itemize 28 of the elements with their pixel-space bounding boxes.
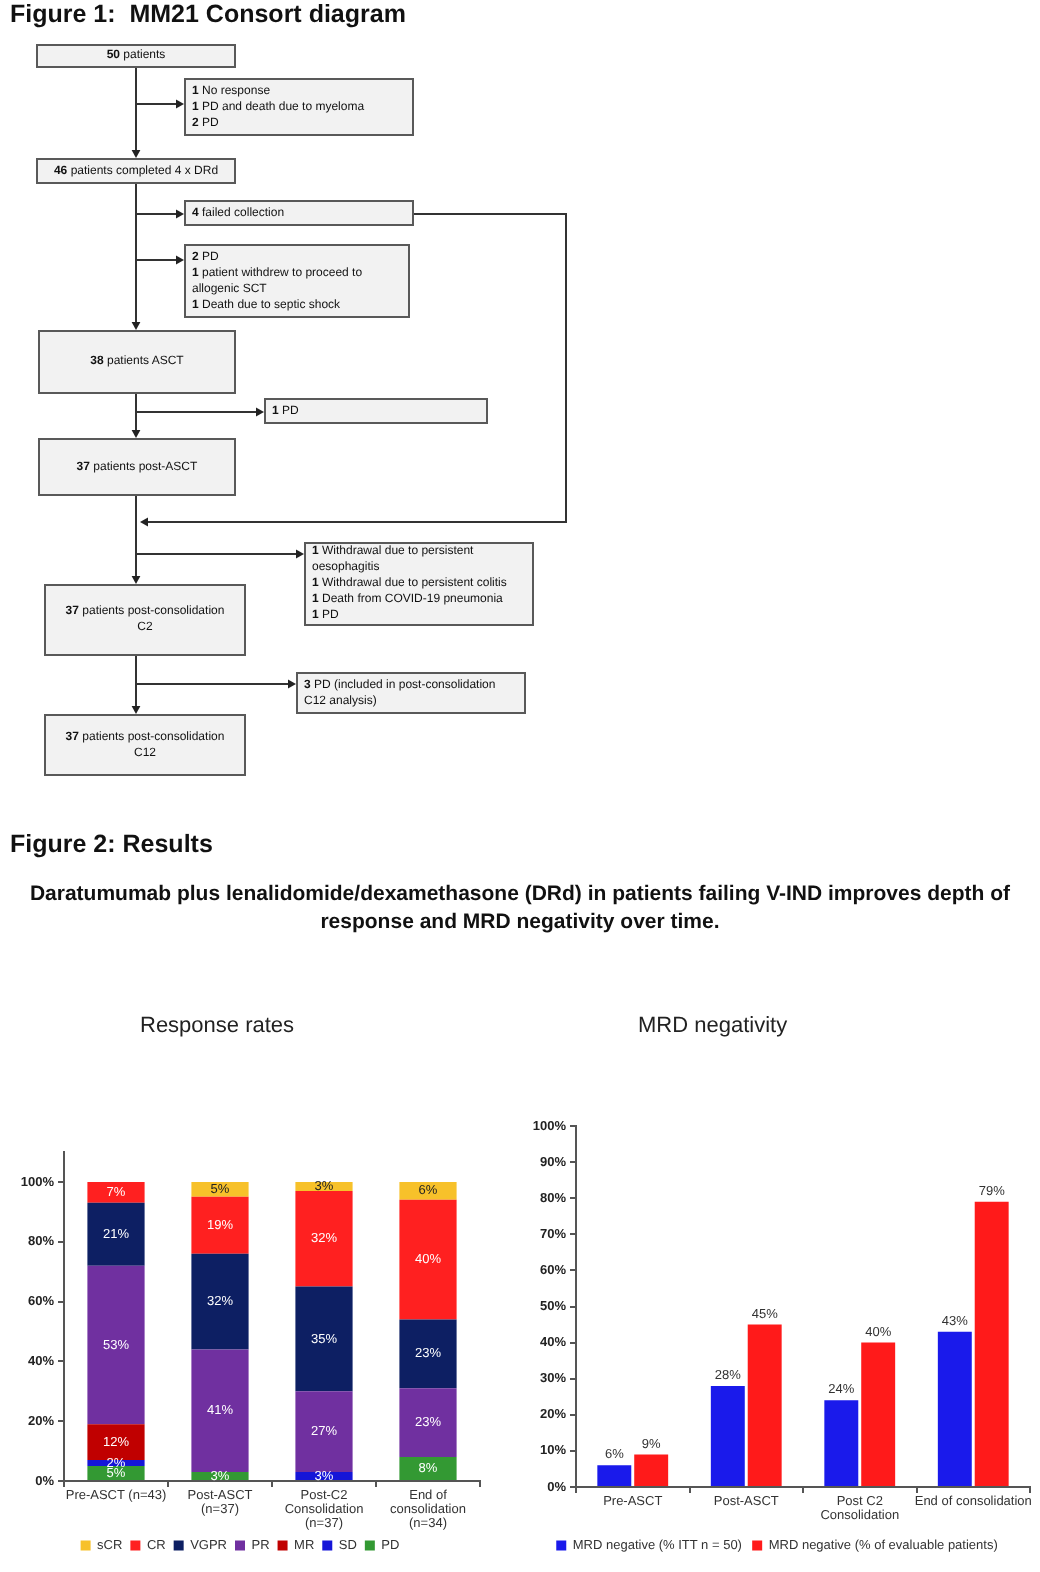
text: Figure 1: MM21 Consort diagram [10,0,406,30]
bar [87,1181,145,1203]
bar [597,1465,632,1486]
bar [399,1388,457,1458]
bar [399,1181,457,1200]
text: Daratumumab plus lenalidomide/dexamethasone (DRd) in patients failing V-IND improves depth of response and MRD negativity over time. [27,880,1013,936]
bar [747,1324,782,1486]
bar [710,1385,745,1486]
bar [937,1331,972,1486]
chart-title: MRD negativity [638,1014,788,1040]
bar [861,1342,896,1486]
bar [87,1265,145,1425]
bar [399,1319,457,1389]
bar [191,1349,249,1473]
bar [399,1457,457,1480]
text: Figure 2: Results [10,830,213,860]
bar [399,1199,457,1320]
bar [974,1201,1009,1486]
bar [87,1424,145,1461]
bar [295,1391,353,1473]
bar [87,1202,145,1266]
bar [191,1196,249,1254]
bar [295,1190,353,1287]
bar [634,1454,669,1486]
bar [824,1400,859,1486]
bar [191,1253,249,1350]
chart-title: Response rates [140,1014,295,1040]
bar [295,1286,353,1392]
